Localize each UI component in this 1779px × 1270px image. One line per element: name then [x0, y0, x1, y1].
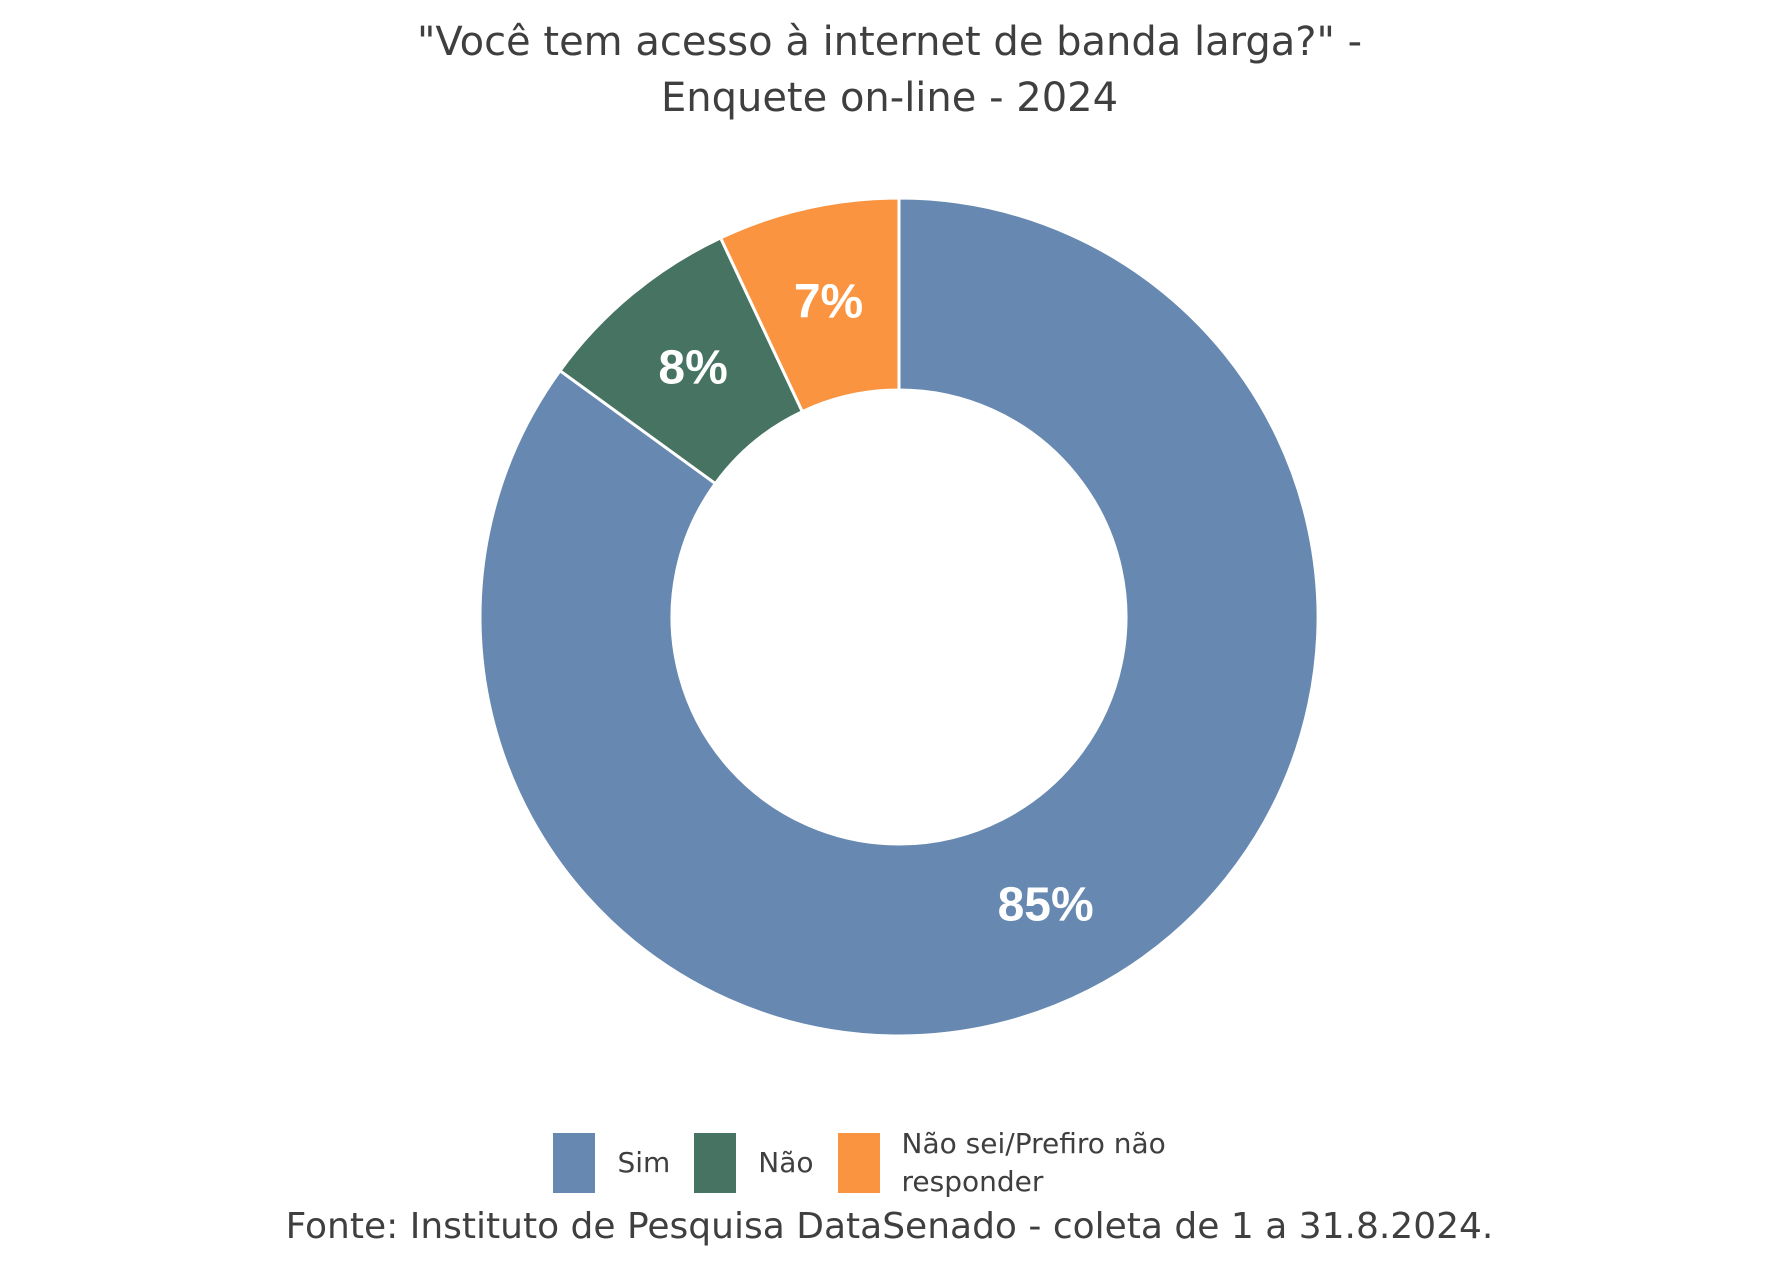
- slice-label-nao-sei: 7%: [794, 275, 863, 328]
- slice-sim: [478, 196, 1320, 1038]
- legend-item-sim: Sim: [553, 1133, 670, 1193]
- legend-swatch-sim: [553, 1133, 596, 1193]
- legend-label-nao-sei: Não sei/Prefiro não responder: [901, 1127, 1166, 1198]
- legend-item-nao: Não: [694, 1133, 814, 1193]
- legend-swatch-nao: [694, 1133, 737, 1193]
- legend-item-nao-sei: Não sei/Prefiro não responder: [837, 1125, 1202, 1201]
- slice-nao-sei: [718, 196, 901, 414]
- legend-label-nao: Não: [758, 1146, 814, 1179]
- chart-title-line-1: "Você tem acesso à internet de banda lar…: [416, 19, 1363, 65]
- source-note: Fonte: Instituto de Pesquisa DataSenado …: [285, 1206, 1494, 1247]
- legend-label-sim: Sim: [617, 1146, 671, 1179]
- slice-label-sim: 85%: [998, 878, 1094, 931]
- legend: Sim Não Não sei/Prefiro não responder: [0, 1125, 1779, 1201]
- slice-label-nao: 8%: [658, 342, 727, 395]
- chart-title-line-2: Enquete on-line - 2024: [660, 75, 1119, 121]
- legend-swatch-nao-sei: [837, 1133, 880, 1193]
- chart-title: "Você tem acesso à internet de banda lar…: [0, 14, 1779, 126]
